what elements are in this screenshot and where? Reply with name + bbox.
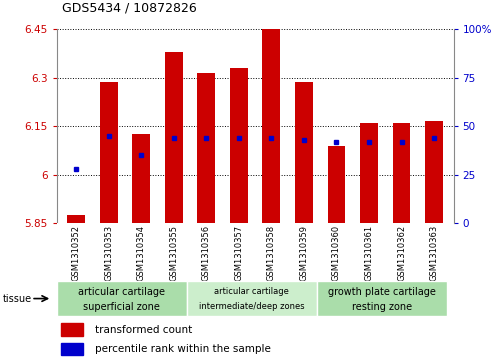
Text: articular cartilage: articular cartilage xyxy=(78,287,165,297)
Text: intermediate/deep zones: intermediate/deep zones xyxy=(199,302,305,311)
Bar xyxy=(392,123,411,223)
Bar xyxy=(262,28,281,223)
Text: GSM1310356: GSM1310356 xyxy=(202,225,211,281)
Bar xyxy=(197,73,215,223)
Text: GSM1310353: GSM1310353 xyxy=(104,225,113,281)
Text: articular cartilage: articular cartilage xyxy=(214,287,289,296)
Bar xyxy=(230,68,248,223)
Bar xyxy=(327,146,346,223)
Text: superficial zone: superficial zone xyxy=(83,302,160,312)
Text: resting zone: resting zone xyxy=(352,302,412,312)
Text: GSM1310361: GSM1310361 xyxy=(364,225,374,281)
Bar xyxy=(61,323,83,336)
Bar xyxy=(132,134,150,223)
Text: GSM1310352: GSM1310352 xyxy=(71,225,81,281)
Text: GSM1310363: GSM1310363 xyxy=(429,225,439,281)
Text: GSM1310362: GSM1310362 xyxy=(397,225,406,281)
Text: transformed count: transformed count xyxy=(95,325,193,335)
Bar xyxy=(360,123,378,223)
Text: growth plate cartilage: growth plate cartilage xyxy=(328,287,436,297)
Bar xyxy=(61,343,83,355)
Text: GDS5434 / 10872826: GDS5434 / 10872826 xyxy=(62,1,196,15)
Text: GSM1310358: GSM1310358 xyxy=(267,225,276,281)
Bar xyxy=(425,121,443,223)
Text: GSM1310354: GSM1310354 xyxy=(137,225,146,281)
Bar xyxy=(165,52,183,223)
Bar xyxy=(317,281,447,316)
Text: tissue: tissue xyxy=(2,294,32,303)
Bar xyxy=(57,281,187,316)
Bar xyxy=(187,281,317,316)
Bar xyxy=(100,82,118,223)
Text: percentile rank within the sample: percentile rank within the sample xyxy=(95,344,271,354)
Text: GSM1310359: GSM1310359 xyxy=(299,225,309,281)
Text: GSM1310360: GSM1310360 xyxy=(332,225,341,281)
Bar xyxy=(67,215,85,223)
Bar xyxy=(295,82,313,223)
Text: GSM1310357: GSM1310357 xyxy=(234,225,244,281)
Text: GSM1310355: GSM1310355 xyxy=(169,225,178,281)
